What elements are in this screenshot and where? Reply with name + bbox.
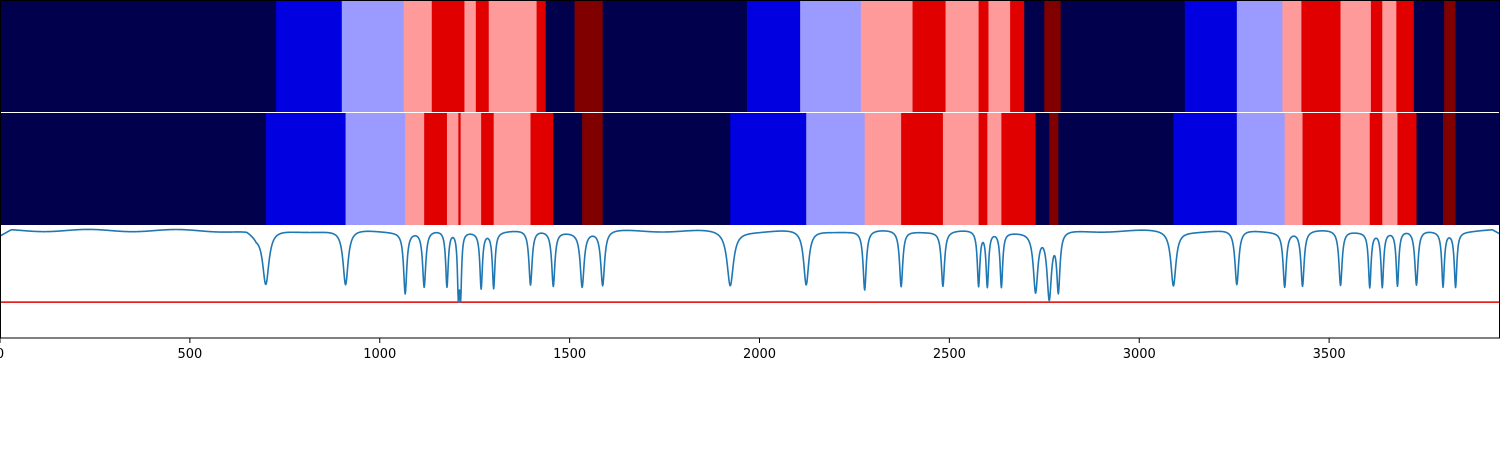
segment-bar bbox=[1058, 113, 1174, 225]
segment-bar bbox=[1010, 0, 1025, 112]
segment-bar bbox=[1369, 113, 1383, 225]
segment-bar bbox=[265, 113, 347, 225]
segment-bar bbox=[1024, 0, 1045, 112]
x-tick-label: 3000 bbox=[1123, 347, 1156, 362]
x-tick-label: 2500 bbox=[933, 347, 966, 362]
x-tick-label: 1500 bbox=[553, 347, 586, 362]
x-tick-label: 2000 bbox=[743, 347, 776, 362]
segment-bar bbox=[1370, 0, 1383, 112]
segment-bar bbox=[1413, 0, 1445, 112]
segment-bar bbox=[464, 0, 477, 112]
segment-bar bbox=[1340, 0, 1372, 112]
segment-bar bbox=[475, 0, 490, 112]
segment-bar bbox=[276, 0, 343, 112]
segment-bar bbox=[806, 113, 866, 225]
segment-bar bbox=[0, 113, 267, 225]
segment-bar bbox=[431, 0, 465, 112]
signal-panel bbox=[0, 226, 1500, 338]
segment-bar bbox=[1340, 113, 1371, 225]
signal-panel-background bbox=[0, 226, 1500, 338]
x-tick-label: 3500 bbox=[1313, 347, 1346, 362]
segment-bar bbox=[446, 113, 459, 225]
segment-bar bbox=[1184, 0, 1238, 112]
segment-bar bbox=[1455, 113, 1500, 225]
segment-bar bbox=[901, 113, 944, 225]
segment-bar bbox=[1444, 0, 1457, 112]
segment-bar bbox=[488, 0, 538, 112]
segment-bar bbox=[1382, 0, 1397, 112]
segment-bar bbox=[493, 113, 532, 225]
segment-bar bbox=[1396, 0, 1415, 112]
segment-bar bbox=[860, 0, 914, 112]
segment-bar bbox=[536, 0, 547, 112]
x-tick-label: 500 bbox=[177, 347, 202, 362]
segment-bar bbox=[1282, 0, 1302, 112]
segment-bar bbox=[942, 113, 980, 225]
segment-bar bbox=[1301, 0, 1342, 112]
segment-bar bbox=[545, 0, 576, 112]
segment-bar bbox=[864, 113, 902, 225]
segment-bar bbox=[988, 0, 1011, 112]
segment-bar bbox=[530, 113, 554, 225]
segment-bar bbox=[1060, 0, 1186, 112]
signal-line bbox=[0, 228, 1500, 303]
segment-bar bbox=[405, 113, 425, 225]
x-tick-label: 1000 bbox=[363, 347, 396, 362]
segment-bar bbox=[730, 113, 807, 225]
segment-bar bbox=[403, 0, 433, 112]
segment-bar bbox=[424, 113, 448, 225]
segment-bar bbox=[1455, 0, 1500, 112]
segment-bar bbox=[345, 113, 406, 225]
segment-bar bbox=[1001, 113, 1037, 225]
segment-bar bbox=[945, 0, 980, 112]
segment-bar bbox=[602, 0, 748, 112]
segment-bar bbox=[1035, 113, 1050, 225]
segment-bar bbox=[1049, 113, 1059, 225]
segment-bar bbox=[553, 113, 583, 225]
segment-bar bbox=[1044, 0, 1062, 112]
segment-bar bbox=[481, 113, 495, 225]
x-axis: 0 500 1000 1500 2000 2500 3000 3500 bbox=[0, 338, 1346, 362]
segment-track-lower bbox=[0, 113, 1500, 225]
segment-bar bbox=[1443, 113, 1457, 225]
segment-bar bbox=[0, 0, 277, 112]
segment-bar bbox=[978, 113, 988, 225]
segment-bar bbox=[1382, 113, 1398, 225]
segment-bar bbox=[1236, 0, 1283, 112]
segment-bar bbox=[912, 0, 947, 112]
segment-bar bbox=[1284, 113, 1304, 225]
segment-bar bbox=[1173, 113, 1238, 225]
segment-bar bbox=[341, 0, 405, 112]
segment-bar bbox=[800, 0, 862, 112]
segment-bar bbox=[460, 113, 482, 225]
segment-bar bbox=[1416, 113, 1444, 225]
segment-bar bbox=[1236, 113, 1286, 225]
segment-bar bbox=[582, 113, 604, 225]
segment-bar bbox=[1302, 113, 1342, 225]
x-tick-label: 0 bbox=[0, 347, 4, 362]
segment-track-upper bbox=[0, 0, 1500, 112]
segment-bar bbox=[1397, 113, 1417, 225]
segment-bar bbox=[987, 113, 1002, 225]
segment-bar bbox=[746, 0, 801, 112]
segment-bar bbox=[602, 113, 731, 225]
segment-bar bbox=[458, 113, 462, 225]
segment-bar bbox=[574, 0, 604, 112]
segment-bar bbox=[978, 0, 989, 112]
